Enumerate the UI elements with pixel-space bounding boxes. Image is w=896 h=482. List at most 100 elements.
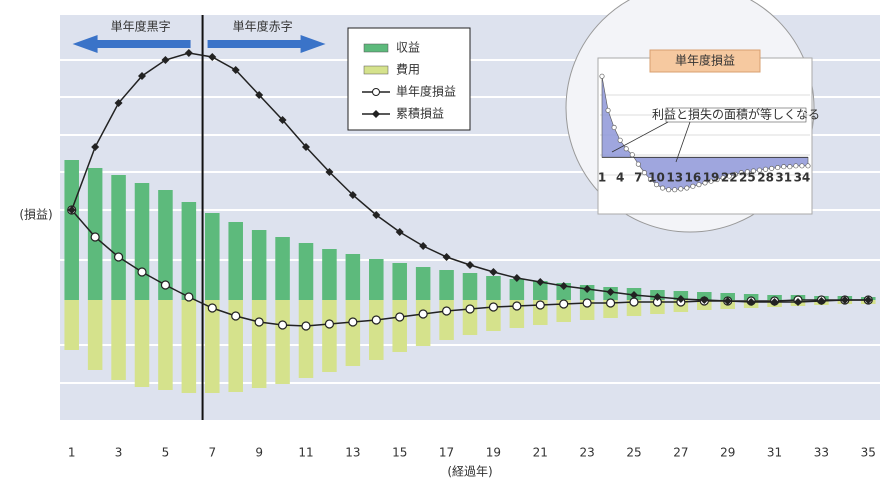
- inset-marker: [653, 182, 660, 188]
- marker: [770, 298, 779, 306]
- marker: [90, 232, 100, 242]
- bar: [556, 283, 571, 300]
- inset-pointer: [675, 121, 691, 163]
- inset-marker: [744, 169, 750, 175]
- marker: [138, 72, 146, 80]
- marker: [208, 53, 217, 61]
- bar: [415, 267, 431, 300]
- marker: [419, 242, 428, 250]
- marker: [465, 304, 475, 314]
- bar: [415, 300, 431, 346]
- marker: [676, 295, 685, 303]
- marker: [840, 296, 849, 304]
- inset-marker: [672, 187, 678, 193]
- marker: [489, 268, 498, 276]
- marker: [466, 261, 474, 269]
- marker: [371, 315, 381, 325]
- marker: [442, 253, 451, 261]
- x-tick-label: 29: [720, 446, 735, 460]
- bar: [134, 300, 150, 387]
- inset-marker: [647, 176, 654, 183]
- marker: [184, 292, 194, 302]
- marker: [91, 143, 100, 151]
- bar: [205, 300, 220, 393]
- marker: [161, 56, 170, 64]
- inset-marker: [738, 170, 744, 176]
- marker: [395, 228, 404, 236]
- marker: [113, 252, 124, 262]
- inset-tick-label: 1: [598, 171, 606, 185]
- legend-label: 単年度損益: [396, 84, 456, 99]
- x-tick-label: 21: [533, 446, 548, 460]
- marker: [864, 296, 873, 304]
- marker: [254, 317, 264, 327]
- marker: [653, 293, 662, 301]
- inset-pointer: [611, 121, 669, 153]
- marker: [395, 312, 405, 322]
- bar: [392, 263, 407, 300]
- inset-tick-label: 4: [616, 171, 624, 185]
- marker: [67, 206, 76, 214]
- marker: [794, 298, 802, 306]
- x-tick-label: 33: [814, 446, 829, 460]
- inset-tick-label: 10: [648, 171, 665, 185]
- marker: [325, 168, 334, 176]
- marker: [583, 285, 592, 293]
- bar: [439, 300, 454, 340]
- marker: [418, 309, 428, 319]
- bar: [462, 273, 478, 300]
- inset-marker: [666, 187, 672, 193]
- marker: [137, 267, 147, 277]
- bar: [486, 276, 501, 300]
- x-tick-label: 15: [392, 446, 407, 460]
- marker: [605, 298, 616, 308]
- bar: [345, 300, 361, 366]
- bar: [392, 300, 407, 352]
- marker: [184, 49, 193, 57]
- bar: [134, 183, 150, 300]
- x-tick-label: 31: [767, 446, 782, 460]
- inset-marker: [805, 163, 811, 169]
- marker: [606, 288, 615, 296]
- bar: [228, 300, 243, 392]
- inset-tick-label: 25: [739, 171, 756, 185]
- inset-marker: [660, 185, 666, 191]
- bar: [181, 300, 197, 393]
- inset-marker: [605, 107, 611, 113]
- bar: [158, 300, 173, 390]
- x-tick-label: 19: [486, 446, 501, 460]
- inset-title: 単年度損益: [675, 53, 735, 68]
- bar: [509, 279, 525, 300]
- x-tick-label: 1: [68, 446, 76, 460]
- inset-tick-label: 31: [775, 171, 792, 185]
- bar: [158, 190, 173, 300]
- inset-marker: [678, 186, 684, 192]
- inset-marker: [702, 180, 708, 186]
- inset-marker: [629, 152, 635, 158]
- bar: [533, 281, 548, 300]
- legend-label: 収益: [396, 41, 420, 55]
- legend-swatch: [363, 43, 389, 53]
- inset-marker: [599, 73, 605, 79]
- x-tick-label: 25: [626, 446, 641, 460]
- x-axis-label: (経過年): [447, 465, 492, 479]
- bar: [228, 222, 243, 300]
- marker: [559, 282, 568, 290]
- marker: [536, 278, 545, 286]
- inset-marker: [720, 175, 726, 181]
- inset-marker: [617, 137, 623, 143]
- legend-label: 費用: [396, 62, 420, 77]
- marker: [302, 143, 310, 151]
- inset-marker: [726, 173, 732, 179]
- bar: [369, 300, 384, 360]
- legend-swatch: [363, 65, 389, 75]
- bar: [322, 249, 337, 300]
- inset-tick-label: 13: [666, 171, 683, 185]
- inset-note-box: [665, 107, 807, 123]
- annotation: 単年度黒字: [111, 19, 171, 34]
- legend-marker: [372, 110, 380, 118]
- y-axis-label: (損益): [19, 207, 52, 222]
- bar: [275, 300, 290, 384]
- inset-marker: [787, 164, 793, 170]
